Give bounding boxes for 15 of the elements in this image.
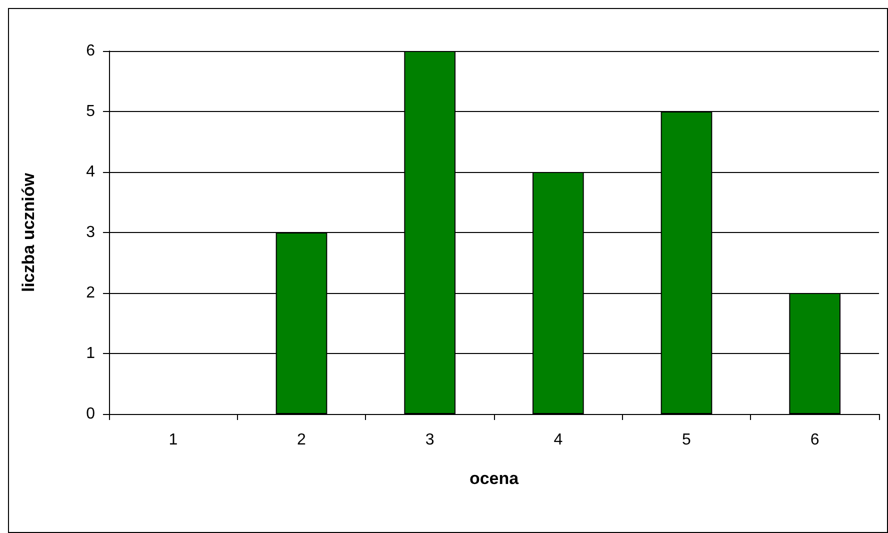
y-tick-label: 6 — [86, 42, 96, 60]
y-tick-label: 0 — [86, 406, 96, 422]
y-tick-label: 1 — [86, 345, 96, 362]
y-tick-label: 2 — [86, 284, 96, 302]
y-tick-label: 3 — [86, 224, 96, 241]
x-tick-label: 4 — [554, 432, 563, 448]
x-tick-label: 3 — [425, 432, 434, 448]
x-tick-label: 1 — [168, 432, 178, 448]
y-axis-title: liczba uczniów — [19, 172, 38, 292]
x-tick-label: 5 — [682, 432, 692, 448]
y-tick-label: 4 — [86, 164, 96, 180]
x-tick-label: 2 — [297, 432, 306, 448]
y-tick-label: 5 — [86, 103, 96, 120]
x-axis-title: ocena — [469, 469, 520, 488]
x-tick-label: 6 — [810, 432, 820, 448]
